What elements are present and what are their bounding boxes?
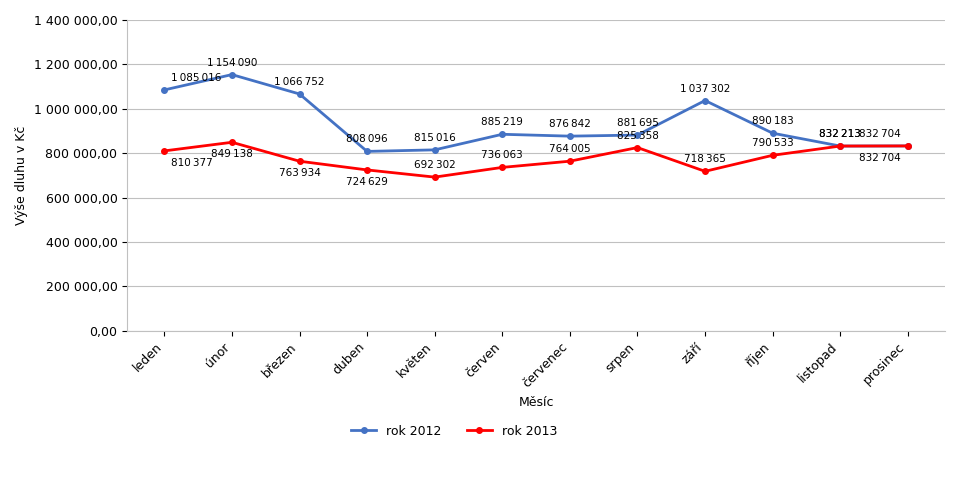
X-axis label: Měsíc: Měsíc (518, 396, 554, 409)
rok 2012 (158, 87, 170, 93)
Text: 1 085 016: 1 085 016 (171, 73, 222, 83)
rok 2012 (564, 133, 576, 139)
rok 2012 (834, 143, 846, 149)
rok 2013 (361, 167, 372, 173)
Text: 832 704: 832 704 (859, 153, 900, 163)
Text: 832 213: 832 213 (819, 129, 861, 139)
Text: 881 695: 881 695 (616, 118, 659, 128)
Text: 832 704: 832 704 (859, 129, 900, 139)
Text: 849 138: 849 138 (211, 149, 252, 159)
rok 2013 (767, 153, 779, 158)
Text: 724 629: 724 629 (347, 177, 388, 187)
rok 2013 (496, 165, 508, 170)
Text: 692 302: 692 302 (414, 160, 456, 170)
Text: 763 934: 763 934 (278, 168, 321, 178)
Legend: rok 2012, rok 2013: rok 2012, rok 2013 (347, 420, 563, 443)
Text: 1 037 302: 1 037 302 (680, 84, 731, 94)
Text: 876 842: 876 842 (549, 119, 590, 129)
Text: 815 016: 815 016 (414, 133, 456, 143)
Line: rok 2012: rok 2012 (161, 72, 911, 154)
rok 2013 (564, 158, 576, 164)
Text: 832 213: 832 213 (819, 129, 861, 139)
Text: 1 066 752: 1 066 752 (275, 77, 324, 87)
Text: 825 358: 825 358 (616, 131, 659, 141)
Text: 736 063: 736 063 (481, 150, 523, 160)
rok 2013 (227, 139, 238, 145)
rok 2013 (429, 174, 441, 180)
rok 2013 (294, 158, 305, 164)
rok 2012 (699, 97, 710, 103)
Text: 1 154 090: 1 154 090 (206, 58, 257, 68)
Text: 718 365: 718 365 (684, 155, 726, 164)
Line: rok 2013: rok 2013 (161, 140, 911, 180)
Y-axis label: Výše dluhu v Kč: Výše dluhu v Kč (15, 126, 28, 225)
rok 2013 (158, 148, 170, 154)
rok 2013 (902, 143, 914, 149)
Text: 764 005: 764 005 (549, 144, 590, 154)
Text: 885 219: 885 219 (481, 117, 523, 127)
rok 2012 (361, 148, 372, 154)
rok 2013 (834, 143, 846, 149)
rok 2013 (632, 144, 643, 150)
rok 2012 (632, 132, 643, 138)
Text: 790 533: 790 533 (752, 138, 794, 148)
rok 2012 (429, 147, 441, 153)
rok 2013 (699, 168, 710, 174)
rok 2012 (227, 72, 238, 77)
rok 2012 (767, 130, 779, 136)
Text: 808 096: 808 096 (347, 134, 388, 144)
Text: 890 183: 890 183 (752, 116, 794, 126)
Text: 810 377: 810 377 (171, 158, 213, 168)
rok 2012 (496, 132, 508, 137)
rok 2012 (902, 143, 914, 149)
rok 2012 (294, 91, 305, 97)
